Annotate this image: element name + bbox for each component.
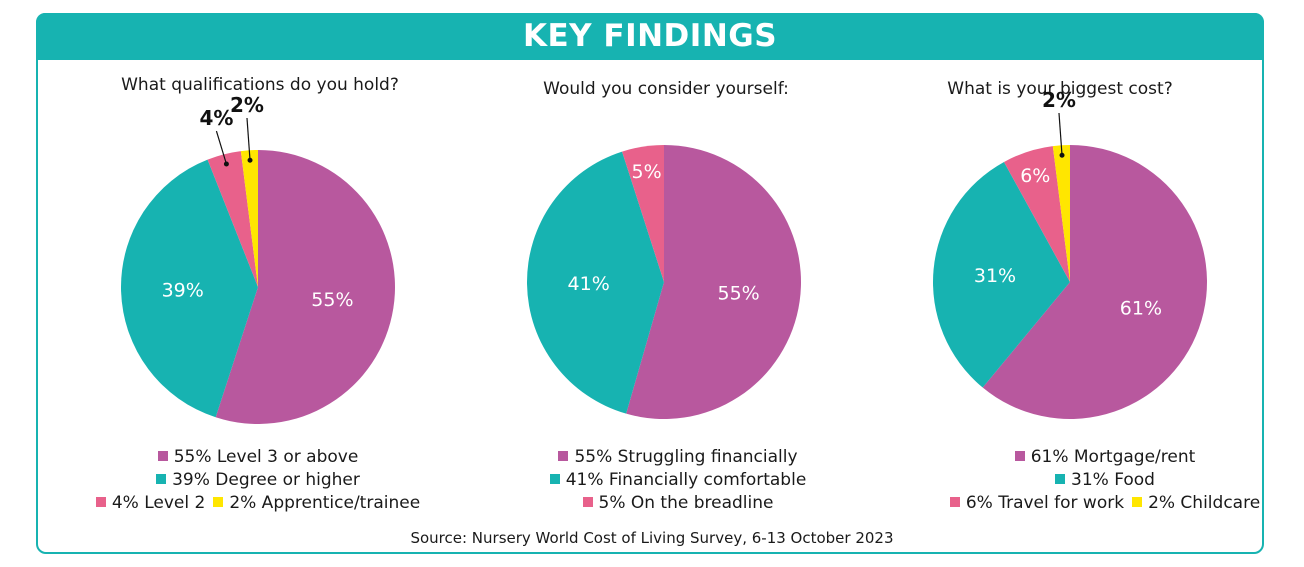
legend-item: 6% Travel for work: [949, 493, 1125, 513]
legend-swatch: [1055, 474, 1066, 484]
legend-label: 55% Struggling financially: [574, 447, 798, 467]
legend-label: 6% Travel for work: [965, 493, 1125, 513]
legend-line: 31% Food: [905, 470, 1304, 490]
legend-swatch: [549, 474, 560, 484]
header-banner: KEY FINDINGS: [36, 13, 1264, 60]
legend-item: 61% Mortgage/rent: [1014, 447, 1196, 467]
legend-swatch: [949, 497, 960, 507]
legend-label: 41% Financially comfortable: [565, 470, 807, 490]
legend-item: 4% Level 2: [95, 493, 206, 513]
chart-title: What is your biggest cost?: [947, 79, 1173, 99]
legend-item: 31% Food: [1055, 470, 1155, 490]
page-title: KEY FINDINGS: [522, 18, 778, 54]
legend-label: 31% Food: [1071, 470, 1155, 490]
legend-line: 4% Level 2 2% Apprentice/trainee: [58, 493, 458, 513]
legend-swatch: [582, 497, 593, 507]
legend-item: 55% Level 3 or above: [157, 447, 359, 467]
chart-title: What qualifications do you hold?: [121, 75, 399, 95]
legend-label: 5% On the breadline: [598, 493, 774, 513]
legend-item: 41% Financially comfortable: [549, 470, 807, 490]
legend-item: 5% On the breadline: [582, 493, 774, 513]
legend-label: 61% Mortgage/rent: [1030, 447, 1196, 467]
legend-swatch: [1132, 497, 1143, 507]
legend-label: 4% Level 2: [111, 493, 206, 513]
legend-swatch: [157, 451, 168, 461]
legend-swatch: [213, 497, 224, 507]
legend-label: 2% Childcare: [1148, 493, 1261, 513]
legend-swatch: [1014, 451, 1025, 461]
legend-line: 55% Struggling financially: [478, 447, 878, 467]
source-note: Source: Nursery World Cost of Living Sur…: [410, 529, 894, 547]
legend-line: 41% Financially comfortable: [478, 470, 878, 490]
legend-line: 6% Travel for work 2% Childcare: [905, 493, 1304, 513]
legend-label: 55% Level 3 or above: [173, 447, 359, 467]
legend-item: 2% Apprentice/trainee: [213, 493, 420, 513]
legend-item: 55% Struggling financially: [558, 447, 798, 467]
chart-title: Would you consider yourself:: [543, 79, 789, 99]
legend-line: 39% Degree or higher: [58, 470, 458, 490]
legend-line: 55% Level 3 or above: [58, 447, 458, 467]
legend-swatch: [95, 497, 106, 507]
legend-label: 2% Apprentice/trainee: [229, 493, 421, 513]
legend-item: 2% Childcare: [1132, 493, 1260, 513]
legend-swatch: [558, 451, 569, 461]
legend-line: 5% On the breadline: [478, 493, 878, 513]
legend-item: 39% Degree or higher: [156, 470, 360, 490]
legend-swatch: [156, 474, 167, 484]
legend-label: 39% Degree or higher: [172, 470, 360, 490]
legend-line: 61% Mortgage/rent: [905, 447, 1304, 467]
